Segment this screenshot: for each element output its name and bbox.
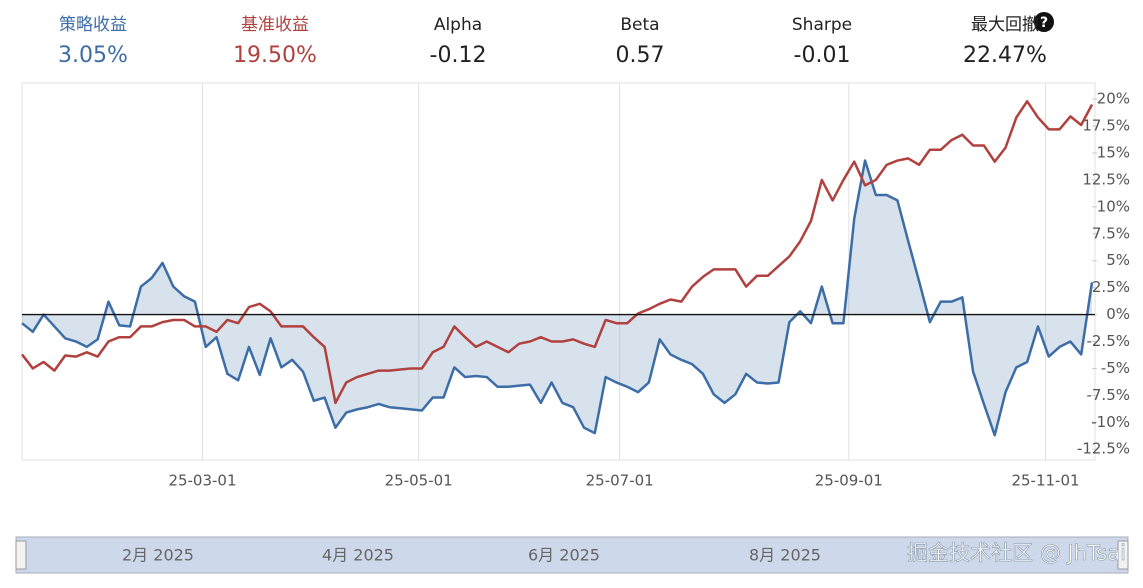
navigator-label: 4月 2025 bbox=[322, 546, 394, 565]
navigator-label: 2月 2025 bbox=[122, 546, 194, 565]
navigator-handle[interactable] bbox=[1117, 540, 1129, 570]
stat-value: 19.50% bbox=[233, 43, 317, 68]
y-tick-label: -5% bbox=[1101, 359, 1130, 377]
y-tick-label: 2.5% bbox=[1092, 278, 1130, 296]
series-area bbox=[22, 160, 1092, 436]
navigator-label: 8月 2025 bbox=[749, 546, 821, 565]
y-tick-label: 20% bbox=[1097, 90, 1130, 108]
y-tick-label: 10% bbox=[1097, 197, 1130, 215]
y-tick-label: 15% bbox=[1097, 144, 1130, 162]
y-tick-label: 17.5% bbox=[1082, 117, 1130, 135]
y-tick-label: -7.5% bbox=[1086, 386, 1130, 404]
navigator-handle[interactable] bbox=[15, 540, 27, 570]
stat-value: 0.57 bbox=[616, 43, 665, 68]
plot-frame bbox=[21, 82, 1096, 461]
series-line bbox=[21, 159, 1094, 437]
y-tick-label: 7.5% bbox=[1092, 224, 1130, 242]
x-tick-label: 25-03-01 bbox=[168, 472, 236, 490]
watermark: 掘金技术社区 @ JhTsai bbox=[907, 541, 1126, 565]
stat-label: 策略收益 bbox=[59, 15, 127, 35]
y-tick-label: -12.5% bbox=[1077, 440, 1130, 458]
series-line bbox=[21, 100, 1094, 405]
stat-value: 22.47% bbox=[963, 43, 1047, 68]
stat-value: -0.12 bbox=[430, 43, 487, 68]
navigator[interactable] bbox=[15, 536, 1129, 574]
stat-label: Beta bbox=[620, 15, 659, 35]
stat-value: 3.05% bbox=[58, 43, 128, 68]
x-tick-label: 25-11-01 bbox=[1011, 472, 1079, 490]
stat-label: Alpha bbox=[434, 15, 482, 35]
x-tick-label: 25-07-01 bbox=[586, 472, 654, 490]
stat-label: Sharpe bbox=[792, 15, 852, 35]
x-tick-label: 25-09-01 bbox=[815, 472, 883, 490]
x-tick-label: 25-05-01 bbox=[385, 472, 453, 490]
y-tick-label: 5% bbox=[1106, 251, 1130, 269]
stat-label: 基准收益 bbox=[241, 15, 309, 35]
y-tick-label: -2.5% bbox=[1086, 332, 1130, 350]
y-tick-label: 12.5% bbox=[1082, 170, 1130, 188]
stat-label: 最大回撤 bbox=[971, 15, 1039, 35]
y-tick-label: -10% bbox=[1091, 413, 1130, 431]
navigator-label: 6月 2025 bbox=[528, 546, 600, 565]
y-tick-label: 0% bbox=[1106, 305, 1130, 323]
help-icon[interactable] bbox=[1034, 12, 1054, 32]
stat-value: -0.01 bbox=[794, 43, 851, 68]
help-icon-text: ? bbox=[1040, 15, 1048, 31]
